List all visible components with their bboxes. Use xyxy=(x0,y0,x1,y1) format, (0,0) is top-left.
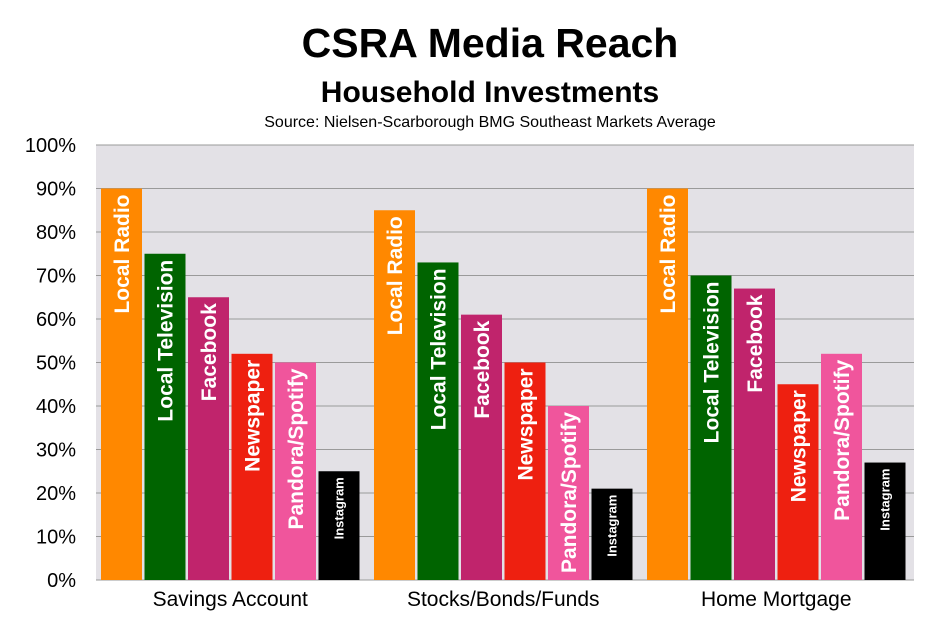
y-tick-label: 10% xyxy=(36,527,76,549)
bar xyxy=(231,353,273,580)
y-tick-label: 90% xyxy=(36,179,76,201)
bar-label: Facebook xyxy=(471,320,494,418)
bar xyxy=(647,188,688,580)
y-tick-label: 0% xyxy=(47,570,76,592)
y-tick-label: 80% xyxy=(36,222,76,244)
bar-label: Local Radio xyxy=(657,195,680,314)
bar xyxy=(374,210,415,580)
bar-label: Newspaper xyxy=(788,390,811,502)
bar-label: Instagram xyxy=(878,469,893,531)
bar xyxy=(275,362,316,580)
y-tick-label: 60% xyxy=(36,309,76,331)
chart-source: Source: Nielsen-Scarborough BMG Southeas… xyxy=(264,114,716,131)
bar xyxy=(591,488,633,580)
x-category-label: Savings Account xyxy=(153,588,308,611)
y-tick-label: 100% xyxy=(25,135,76,157)
bar-label: Newspaper xyxy=(242,360,265,472)
bar xyxy=(417,262,459,580)
bar xyxy=(188,297,229,580)
bar-label: Pandora/Spotify xyxy=(285,368,308,529)
y-tick-label: 50% xyxy=(36,353,76,375)
bar xyxy=(461,314,502,580)
y-tick-label: 70% xyxy=(36,266,76,288)
x-category-label: Stocks/Bonds/Funds xyxy=(407,588,600,611)
bar-label: Local Television xyxy=(701,282,724,444)
bar-label: Facebook xyxy=(744,294,767,392)
bar xyxy=(144,253,186,580)
bar xyxy=(777,384,819,580)
chart-subtitle: Household Investments xyxy=(320,76,660,109)
bar xyxy=(821,353,862,580)
bar xyxy=(864,462,906,580)
bar xyxy=(548,406,589,580)
bar-label: Local Television xyxy=(155,260,178,422)
chart-title: CSRA Media Reach xyxy=(301,20,679,66)
bar xyxy=(318,471,360,580)
bar-label: Facebook xyxy=(198,303,221,401)
x-category-label: Home Mortgage xyxy=(701,588,852,611)
y-tick-label: 40% xyxy=(36,396,76,418)
bar-label: Newspaper xyxy=(515,369,538,481)
bar xyxy=(101,188,142,580)
bar-label: Instagram xyxy=(605,495,620,557)
bar-label: Local Radio xyxy=(384,216,407,335)
bar-label: Pandora/Spotify xyxy=(831,359,854,520)
bar-label: Instagram xyxy=(332,477,347,539)
bar-label: Pandora/Spotify xyxy=(558,412,581,573)
bar xyxy=(734,288,775,580)
bar-label: Local Radio xyxy=(111,195,134,314)
y-tick-label: 20% xyxy=(36,483,76,505)
bar-label: Local Television xyxy=(428,268,451,430)
y-tick-label: 30% xyxy=(36,440,76,462)
bar xyxy=(504,362,546,580)
bar xyxy=(690,275,732,580)
